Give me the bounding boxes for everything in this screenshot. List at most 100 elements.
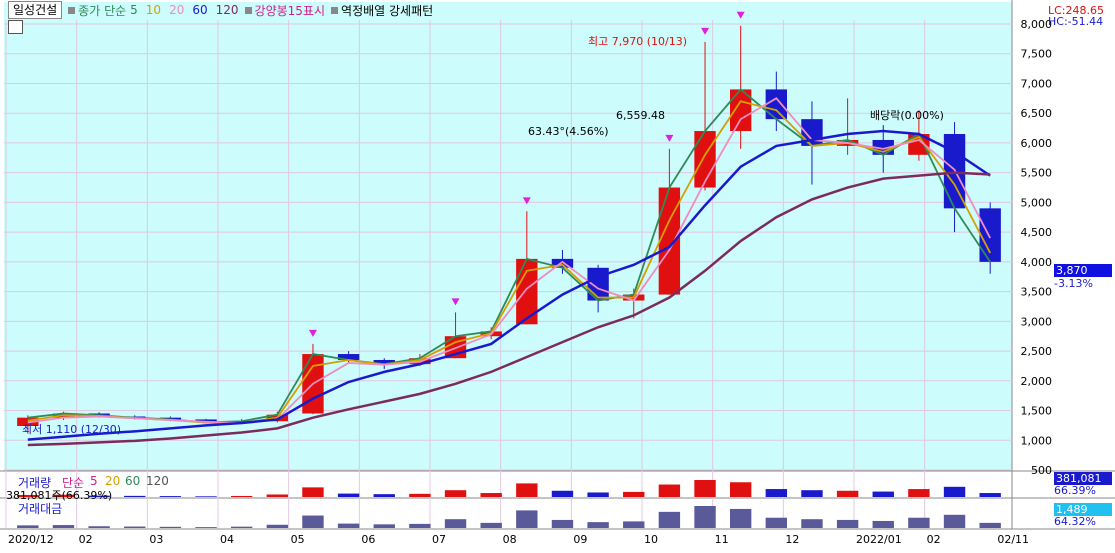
volume-bar [266, 494, 289, 497]
volume-bar [658, 484, 681, 497]
dividend-annotation: 배당락(0.00%) [870, 109, 944, 122]
y-tick-label: 2,500 [1021, 345, 1053, 358]
volume-bar [908, 489, 930, 497]
ma-period-60[interactable]: 60 [192, 3, 208, 17]
volume-bar [480, 493, 502, 497]
x-tick-label: 09 [573, 533, 587, 546]
y-tick-label: 6,000 [1021, 137, 1053, 150]
volume-bar [230, 495, 253, 497]
amount-bar [908, 517, 930, 528]
x-tick-label: 08 [503, 533, 517, 546]
candle-body [337, 354, 360, 360]
volume-ma-120[interactable]: 120 [146, 474, 169, 488]
low-annotation: 최저 1,110 (12/30) [22, 423, 122, 436]
ma-period-5[interactable]: 5 [130, 3, 138, 17]
candle-body [587, 267, 609, 301]
volume-ma-5[interactable]: 5 [90, 474, 98, 488]
x-tick-label: 06 [361, 533, 375, 546]
amount-bar [516, 510, 538, 528]
y-tick-label: 3,000 [1021, 315, 1053, 328]
volume-bar [17, 494, 39, 497]
ma-line-60 [27, 129, 991, 441]
amount-bar [765, 517, 788, 528]
ma-period-120[interactable]: 120 [215, 3, 239, 17]
candle-toggle[interactable]: 강양봉15표시 [254, 3, 326, 18]
ma-prefix[interactable]: 종가 단순 [78, 3, 127, 18]
volume-bar [302, 487, 324, 497]
ma-period-10[interactable]: 10 [145, 3, 162, 17]
lc-value: LC:248.65 [1048, 4, 1105, 17]
price-plot-area [4, 2, 1012, 470]
x-tick-label: 04 [220, 533, 234, 546]
candle-body [551, 258, 574, 268]
volume-title[interactable]: 거래량 [18, 476, 52, 490]
volume-bar [516, 483, 538, 497]
y-tick-label: 4,500 [1021, 226, 1053, 239]
y-tick-label: 2,000 [1021, 375, 1053, 388]
amount-bar [551, 519, 574, 528]
volume-bar [52, 494, 75, 497]
volume-bar [444, 490, 467, 497]
last-price-tag: 3,870 [1054, 264, 1112, 277]
amount-bar [943, 514, 966, 528]
volume-bar [836, 490, 859, 497]
amount-bar [729, 508, 752, 528]
y-tick-label: 5,500 [1021, 167, 1053, 180]
volume-bar [409, 493, 431, 497]
y-tick-label: 8,000 [1021, 18, 1053, 31]
signal-arrow-icon [522, 197, 531, 205]
x-tick-label: 02/11 [997, 533, 1029, 546]
volume-bar [337, 493, 360, 497]
x-tick-label: 2022/01 [856, 533, 902, 546]
ma-line-120 [27, 171, 991, 447]
ma-period-20[interactable]: 20 [169, 3, 185, 17]
y-tick-label: 4,000 [1021, 256, 1053, 269]
amount-bar [124, 526, 146, 528]
amount-bar [409, 523, 431, 528]
candle-body [694, 131, 716, 188]
stock-name[interactable]: 일성건설 [8, 1, 63, 19]
volume-bar [587, 492, 609, 497]
volume-ma-60[interactable]: 60 [125, 474, 141, 488]
volume-ma-prefix[interactable]: 단순 [62, 476, 85, 490]
angle-value: 6,559.48 [616, 109, 665, 122]
amount-bar [159, 526, 182, 528]
volume-bar [88, 495, 110, 497]
y-tick-label: 1,000 [1021, 434, 1053, 447]
candle-body [658, 187, 681, 295]
volume-ma-20[interactable]: 20 [105, 474, 121, 488]
amount-bar [694, 506, 716, 528]
y-tick-label: 7,500 [1021, 48, 1053, 61]
volume-pct: 66.39% [1054, 484, 1096, 497]
volume-bar [551, 490, 574, 497]
volume-bar [801, 490, 823, 497]
y-tick-label: 7,000 [1021, 77, 1053, 90]
volume-bar [943, 486, 966, 497]
candle-legend-icon [244, 6, 252, 14]
amount-bar [52, 525, 75, 528]
y-tick-label: 1,500 [1021, 405, 1053, 418]
amount-title[interactable]: 거래대금 [18, 502, 63, 516]
signal-arrow-icon [736, 11, 745, 19]
x-tick-label: 12 [785, 533, 799, 546]
volume-bar [694, 480, 716, 497]
x-tick-label: 07 [432, 533, 446, 546]
amount-plot-area [4, 500, 1012, 528]
high-annotation: 최고 7,970 (10/13) [588, 35, 688, 48]
volume-last-tag: 381,081 [1054, 472, 1112, 485]
angle-annotation: 63.43°(4.56%) [528, 125, 609, 138]
volume-info: 381,081주(66.39%) [6, 489, 113, 502]
signal-arrow-icon [665, 134, 674, 142]
x-tick-label: 2020/12 [8, 533, 54, 546]
pattern-label[interactable]: 역정배열 강세패턴 [341, 3, 434, 18]
y-tick-label: 500 [1031, 464, 1052, 477]
candle-body [979, 208, 1001, 262]
volume-bar [373, 494, 395, 497]
grid-toggle-icon[interactable] [8, 20, 23, 34]
amount-bar [444, 519, 467, 528]
x-tick-label: 02 [927, 533, 941, 546]
amount-bar [801, 519, 823, 528]
signal-arrow-icon [308, 329, 317, 337]
